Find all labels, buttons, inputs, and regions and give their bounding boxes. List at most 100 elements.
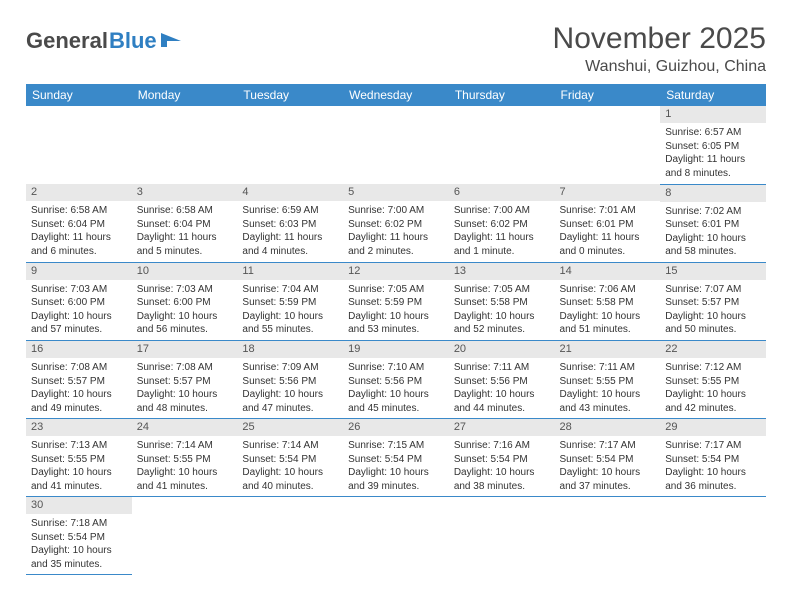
calendar-day-cell — [660, 497, 766, 575]
calendar-day-cell — [555, 106, 661, 184]
daylight-text: Daylight: 10 hours and 41 minutes. — [31, 466, 127, 493]
calendar-week-row: 1Sunrise: 6:57 AMSunset: 6:05 PMDaylight… — [26, 106, 766, 184]
sunset-text: Sunset: 6:04 PM — [137, 218, 233, 232]
sunrise-text: Sunrise: 7:00 AM — [348, 204, 444, 218]
weekday-header: Thursday — [449, 84, 555, 106]
day-number: 10 — [132, 263, 238, 280]
calendar-day-cell: 21Sunrise: 7:11 AMSunset: 5:55 PMDayligh… — [555, 340, 661, 418]
calendar-day-cell: 27Sunrise: 7:16 AMSunset: 5:54 PMDayligh… — [449, 419, 555, 497]
sunset-text: Sunset: 5:54 PM — [665, 453, 761, 467]
logo-flag-icon — [159, 31, 185, 51]
location-label: Wanshui, Guizhou, China — [553, 58, 766, 76]
day-details: Sunrise: 7:08 AMSunset: 5:57 PMDaylight:… — [26, 358, 132, 418]
calendar-week-row: 2Sunrise: 6:58 AMSunset: 6:04 PMDaylight… — [26, 184, 766, 262]
sunset-text: Sunset: 5:55 PM — [137, 453, 233, 467]
calendar-day-cell: 6Sunrise: 7:00 AMSunset: 6:02 PMDaylight… — [449, 184, 555, 262]
day-details: Sunrise: 7:01 AMSunset: 6:01 PMDaylight:… — [555, 201, 661, 261]
daylight-text: Daylight: 10 hours and 53 minutes. — [348, 310, 444, 337]
daylight-text: Daylight: 10 hours and 55 minutes. — [242, 310, 338, 337]
calendar-day-cell — [237, 497, 343, 575]
sunset-text: Sunset: 5:56 PM — [242, 375, 338, 389]
calendar-day-cell: 30Sunrise: 7:18 AMSunset: 5:54 PMDayligh… — [26, 497, 132, 575]
day-details: Sunrise: 7:16 AMSunset: 5:54 PMDaylight:… — [449, 436, 555, 496]
month-title: November 2025 — [553, 22, 766, 56]
day-number: 16 — [26, 341, 132, 358]
calendar-day-cell: 29Sunrise: 7:17 AMSunset: 5:54 PMDayligh… — [660, 419, 766, 497]
sunrise-text: Sunrise: 7:07 AM — [665, 283, 761, 297]
day-number: 1 — [660, 106, 766, 123]
day-number: 15 — [660, 263, 766, 280]
sunrise-text: Sunrise: 7:03 AM — [31, 283, 127, 297]
calendar-day-cell: 22Sunrise: 7:12 AMSunset: 5:55 PMDayligh… — [660, 340, 766, 418]
calendar-day-cell: 3Sunrise: 6:58 AMSunset: 6:04 PMDaylight… — [132, 184, 238, 262]
daylight-text: Daylight: 11 hours and 5 minutes. — [137, 231, 233, 258]
sunset-text: Sunset: 5:54 PM — [454, 453, 550, 467]
calendar-day-cell: 20Sunrise: 7:11 AMSunset: 5:56 PMDayligh… — [449, 340, 555, 418]
day-number: 23 — [26, 419, 132, 436]
daylight-text: Daylight: 11 hours and 4 minutes. — [242, 231, 338, 258]
sunset-text: Sunset: 5:54 PM — [242, 453, 338, 467]
calendar-day-cell — [449, 497, 555, 575]
weekday-header: Monday — [132, 84, 238, 106]
sunrise-text: Sunrise: 7:11 AM — [560, 361, 656, 375]
day-number: 18 — [237, 341, 343, 358]
calendar-day-cell — [343, 106, 449, 184]
calendar-day-cell — [237, 106, 343, 184]
calendar-body: 1 Sunrise: 6:57 AMSunset: 6:05 PM Daylight… — [26, 106, 766, 575]
sunrise-text: Sunrise: 7:02 AM — [665, 205, 761, 219]
sunset-text: Sunset: 5:55 PM — [665, 375, 761, 389]
calendar-table: Sunday Monday Tuesday Wednesday Thursday… — [26, 84, 766, 575]
sunrise-text: Sunrise: 7:18 AM — [31, 517, 127, 531]
day-details: Sunrise: 7:18 AMSunset: 5:54 PMDaylight:… — [26, 514, 132, 574]
day-details: Sunrise: 7:03 AMSunset: 6:00 PMDaylight:… — [26, 280, 132, 340]
weekday-header: Friday — [555, 84, 661, 106]
day-details: Sunrise: 7:17 AMSunset: 5:54 PMDaylight:… — [660, 436, 766, 496]
day-details: Sunrise: 7:17 AMSunset: 5:54 PMDaylight:… — [555, 436, 661, 496]
logo: GeneralBlue — [26, 22, 185, 54]
calendar-day-cell: 16Sunrise: 7:08 AMSunset: 5:57 PMDayligh… — [26, 340, 132, 418]
day-number: 29 — [660, 419, 766, 436]
day-number: 17 — [132, 341, 238, 358]
day-details: Sunrise: 7:10 AMSunset: 5:56 PMDaylight:… — [343, 358, 449, 418]
calendar-week-row: 9Sunrise: 7:03 AMSunset: 6:00 PMDaylight… — [26, 262, 766, 340]
sunrise-text: Sunrise: 7:12 AM — [665, 361, 761, 375]
calendar-day-cell: 4 Sunrise: 6:59 AMSunset: 6:03 PMDaylight… — [237, 184, 343, 262]
sunrise-text: Sunrise: 6:59 AM — [242, 204, 338, 218]
day-number: 25 — [237, 419, 343, 436]
daylight-text: Daylight: 10 hours and 49 minutes. — [31, 388, 127, 415]
day-details: Sunrise: 7:04 AMSunset: 5:59 PMDaylight:… — [237, 280, 343, 340]
day-details: Sunrise: 7:15 AMSunset: 5:54 PMDaylight:… — [343, 436, 449, 496]
sunset-text: Sunset: 6:04 PM — [31, 218, 127, 232]
logo-text-1: General — [26, 28, 108, 54]
day-number: 7 — [555, 184, 661, 201]
sunrise-text: Sunrise: 6:58 AM — [137, 204, 233, 218]
calendar-day-cell — [449, 106, 555, 184]
day-details: Sunrise: 7:05 AMSunset: 5:58 PMDaylight:… — [449, 280, 555, 340]
sunset-text: Sunset: 6:05 PM — [665, 140, 761, 154]
daylight-text: Daylight: 11 hours and 2 minutes. — [348, 231, 444, 258]
day-details: Sunrise: 7:09 AMSunset: 5:56 PMDaylight:… — [237, 358, 343, 418]
sunrise-text: Sunrise: 6:58 AM — [31, 204, 127, 218]
daylight-text: Daylight: 11 hours and 6 minutes. — [31, 231, 127, 258]
day-number: 5 — [343, 184, 449, 201]
calendar-day-cell: 25Sunrise: 7:14 AMSunset: 5:54 PMDayligh… — [237, 419, 343, 497]
sunrise-text: Sunrise: 7:17 AM — [665, 439, 761, 453]
daylight-text: Daylight: 10 hours and 37 minutes. — [560, 466, 656, 493]
daylight-text: Daylight: 10 hours and 52 minutes. — [454, 310, 550, 337]
sunrise-text: Sunrise: 7:15 AM — [348, 439, 444, 453]
day-number: 30 — [26, 497, 132, 514]
day-number: 4 — [237, 184, 343, 201]
sunrise-text: Sunrise: 6:57 AM — [665, 126, 761, 140]
sunset-text: Sunset: 6:03 PM — [242, 218, 338, 232]
calendar-day-cell: 19Sunrise: 7:10 AMSunset: 5:56 PMDayligh… — [343, 340, 449, 418]
calendar-day-cell: 28Sunrise: 7:17 AMSunset: 5:54 PMDayligh… — [555, 419, 661, 497]
sunrise-text: Sunrise: 7:00 AM — [454, 204, 550, 218]
sunrise-text: Sunrise: 7:03 AM — [137, 283, 233, 297]
sunset-text: Sunset: 5:54 PM — [348, 453, 444, 467]
day-number: 13 — [449, 263, 555, 280]
daylight-text: Daylight: 10 hours and 42 minutes. — [665, 388, 761, 415]
sunset-text: Sunset: 5:55 PM — [31, 453, 127, 467]
day-details: Sunrise: 7:02 AMSunset: 6:01 PMDaylight:… — [660, 202, 766, 262]
calendar-day-cell: 24Sunrise: 7:14 AMSunset: 5:55 PMDayligh… — [132, 419, 238, 497]
weekday-header: Saturday — [660, 84, 766, 106]
